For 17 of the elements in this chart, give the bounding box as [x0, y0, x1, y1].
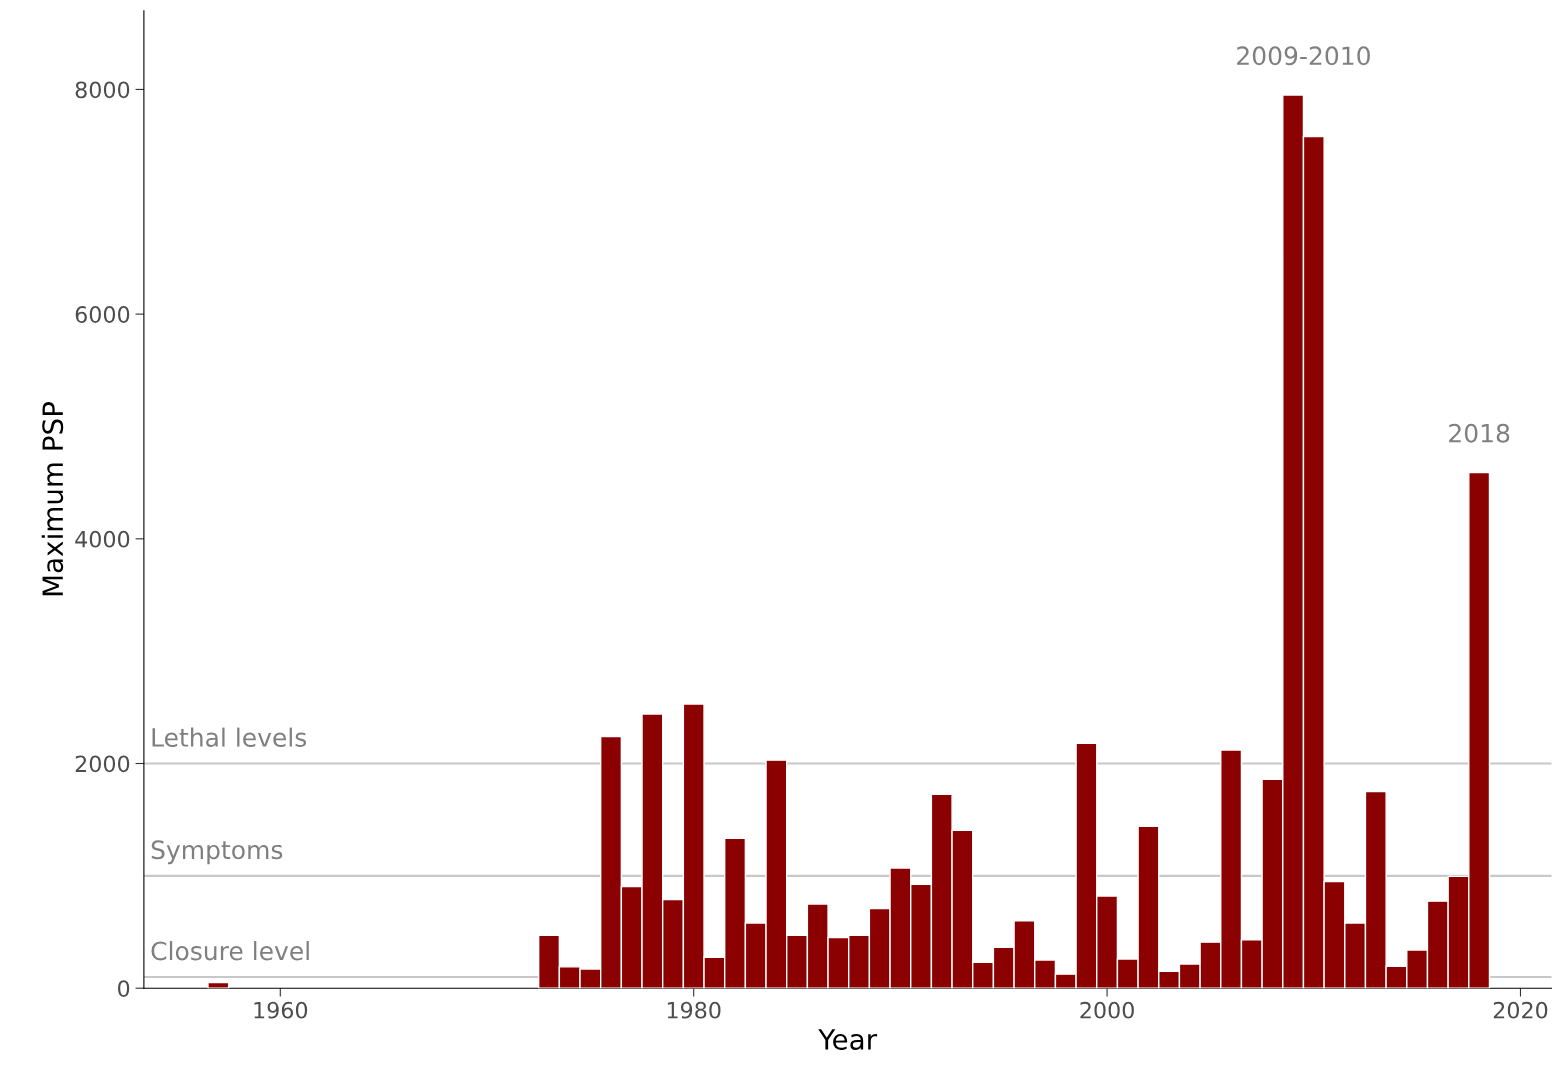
y-tick-label: 2000: [75, 755, 130, 773]
ref-line-label: Symptoms: [151, 840, 283, 865]
x-tick-label: 1960: [254, 1001, 308, 1019]
annotation: 2009-2010: [1237, 46, 1370, 66]
y-tick-label: 8000: [75, 81, 130, 99]
y-tick-label: 4000: [75, 530, 130, 548]
x-tick-label: 2020: [1493, 1001, 1548, 1019]
ref-line-label: Closure level: [151, 941, 309, 961]
annotation: 2018: [1449, 423, 1510, 443]
y-tick-label: 6000: [75, 306, 130, 323]
y-tick-label: 0: [118, 980, 130, 997]
x-tick-label: 1980: [667, 1001, 721, 1019]
ref-line-label: Lethal levels: [152, 727, 307, 747]
bar: [207, 981, 230, 989]
x-tick-label: 2000: [1080, 1001, 1134, 1019]
y-axis-title: Maximum PSP: [41, 402, 64, 596]
x-axis-title: Year: [818, 1029, 878, 1050]
